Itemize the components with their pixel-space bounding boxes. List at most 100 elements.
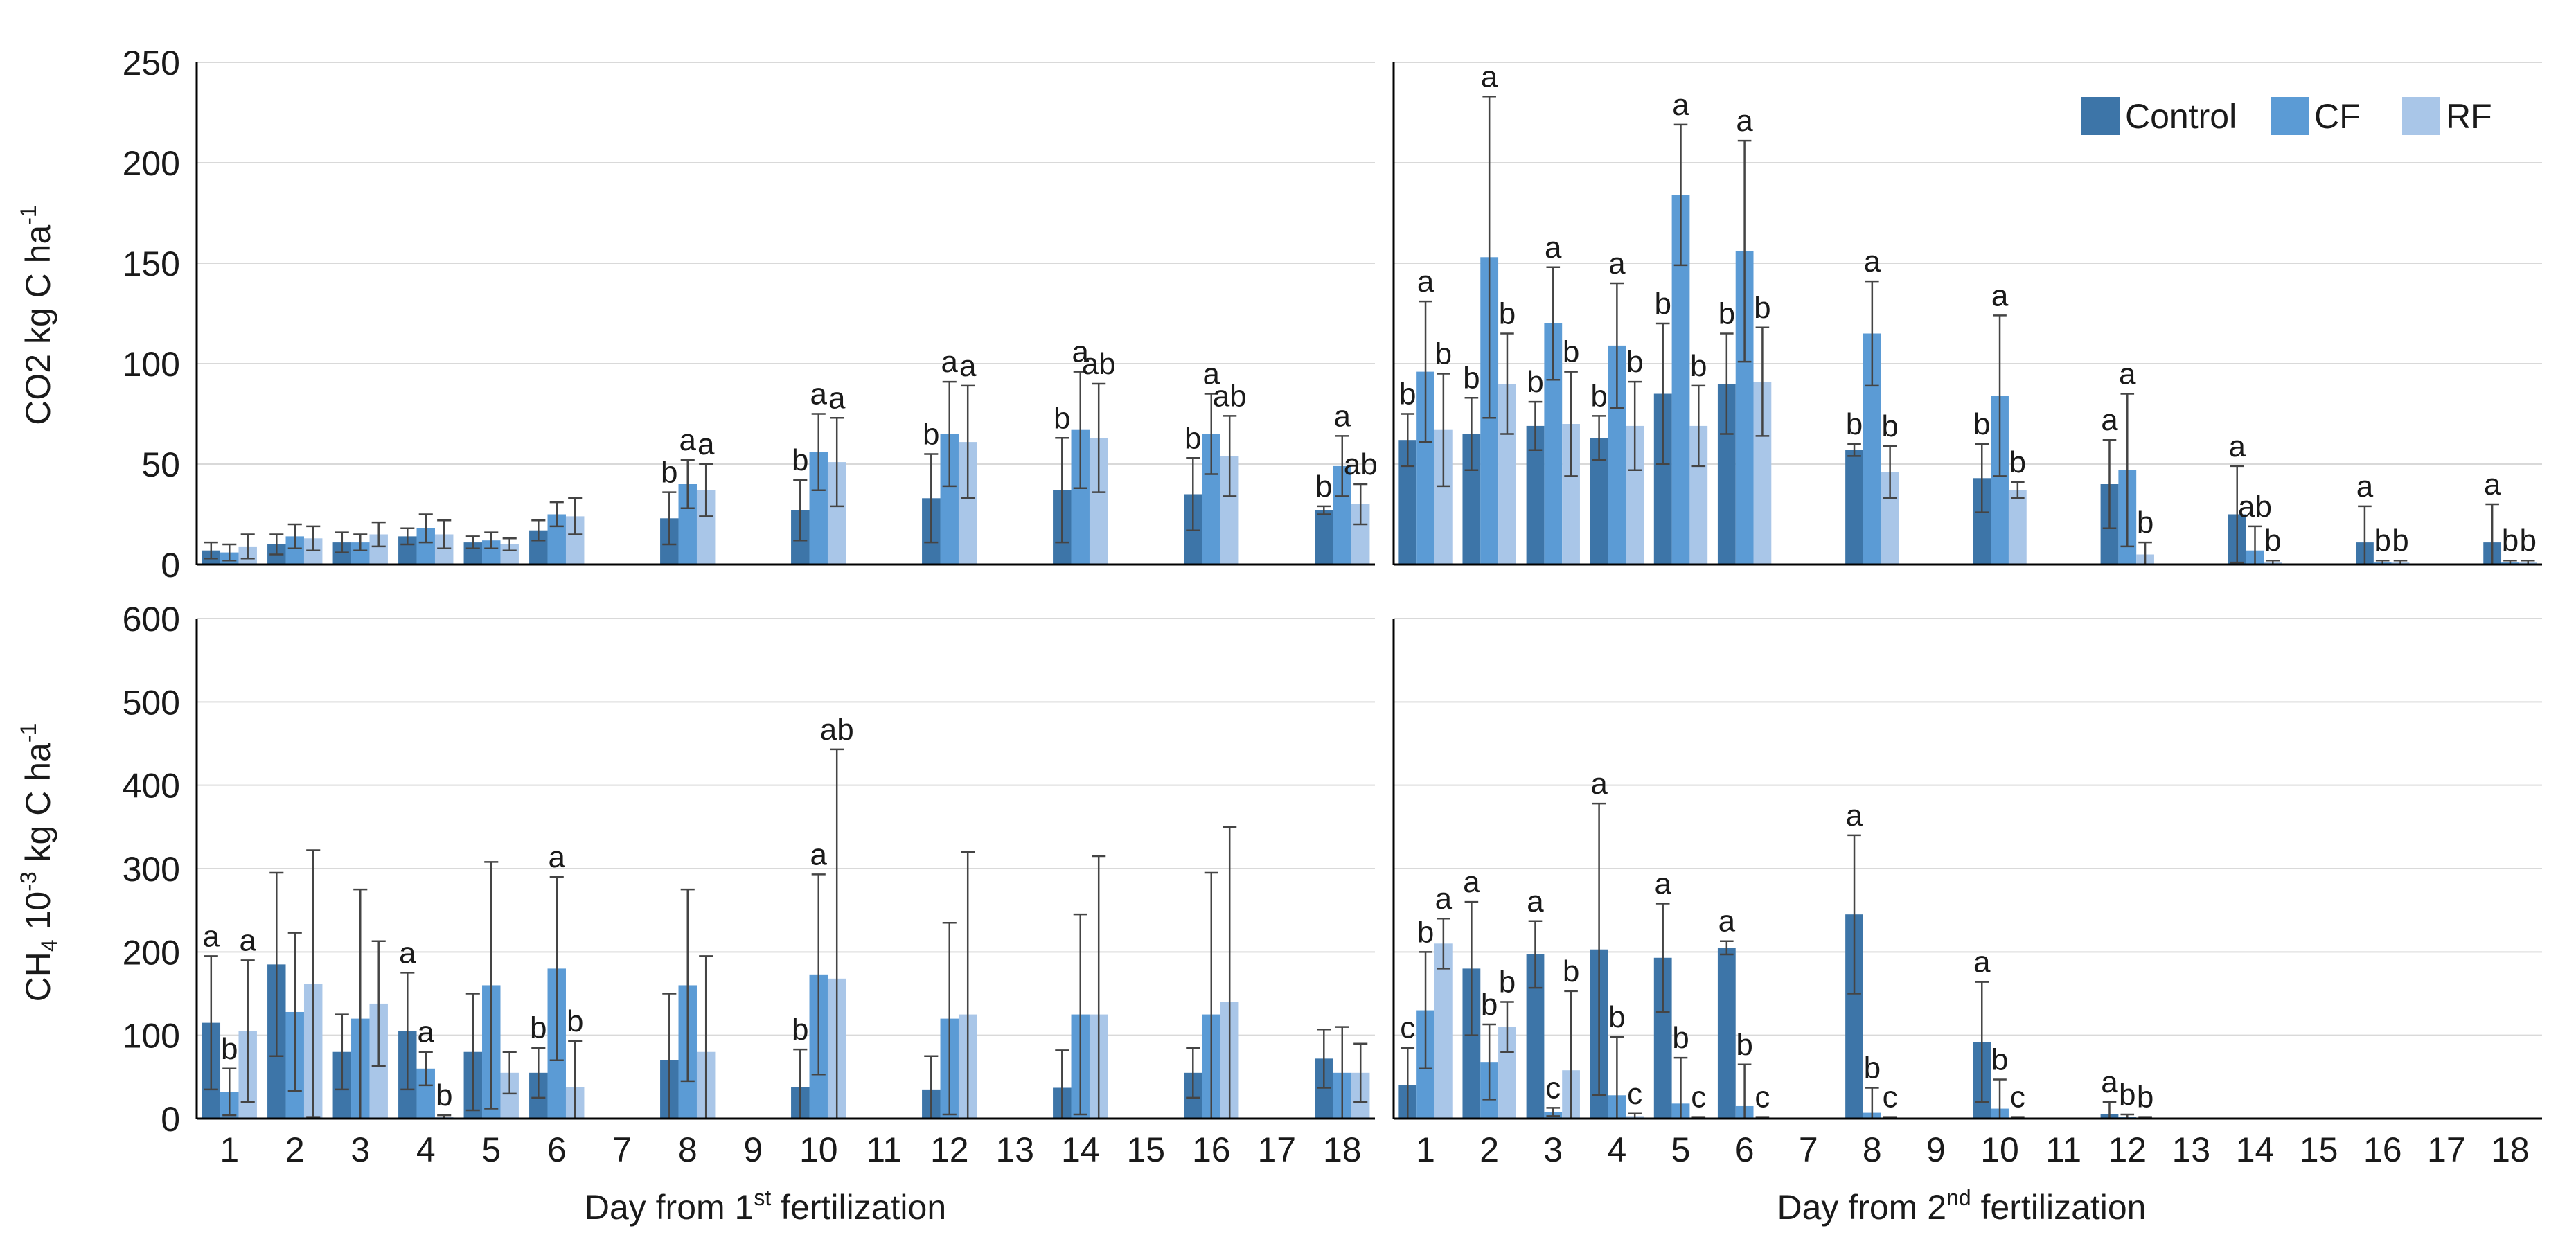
x-tick-label: 12 xyxy=(930,1130,969,1169)
significance-letter: ab xyxy=(820,713,854,747)
significance-letter: a xyxy=(1072,335,1090,369)
significance-letter: b xyxy=(2264,524,2281,558)
significance-letter: c xyxy=(1883,1081,1898,1114)
significance-letter: b xyxy=(1463,361,1480,395)
significance-letter: b xyxy=(1690,349,1707,383)
x-tick-label: 16 xyxy=(1192,1130,1231,1169)
x-tick-label: 18 xyxy=(1323,1130,1362,1169)
bar-control xyxy=(1717,948,1736,1119)
significance-letter: b xyxy=(1626,345,1643,379)
significance-letter: a xyxy=(1991,278,2009,312)
significance-letter: ab xyxy=(1344,447,1378,481)
y-tick-label: 250 xyxy=(123,44,180,82)
significance-letter: a xyxy=(2101,403,2118,437)
significance-letter: ab xyxy=(1082,347,1116,381)
significance-letter: a xyxy=(1654,867,1671,901)
x-axis-title-second: Day from 2nd fertilization xyxy=(1777,1185,2147,1227)
x-tick-label: 15 xyxy=(2300,1130,2338,1169)
significance-letter: c xyxy=(1627,1077,1642,1111)
legend-label-rf: RF xyxy=(2446,97,2492,136)
x-tick-label: 7 xyxy=(612,1130,632,1169)
x-tick-label: 10 xyxy=(1980,1130,2019,1169)
significance-letter: b xyxy=(1527,365,1543,399)
significance-letter: a xyxy=(1463,865,1480,899)
significance-letter: a xyxy=(1481,60,1498,94)
x-tick-label: 15 xyxy=(1126,1130,1165,1169)
x-tick-label: 6 xyxy=(547,1130,567,1169)
ch4-y-axis-title-ten: 10 xyxy=(19,891,57,940)
y-tick-label: 0 xyxy=(161,546,180,585)
significance-letter: a xyxy=(549,840,566,874)
significance-letter: b xyxy=(1054,401,1070,435)
significance-letter: a xyxy=(1864,245,1881,278)
significance-letter: b xyxy=(923,418,939,452)
ch4-y-axis-title-sup2: -1 xyxy=(16,723,41,743)
x-tick-label: 11 xyxy=(2045,1130,2081,1169)
x-tick-label: 6 xyxy=(1735,1130,1755,1169)
significance-letter: a xyxy=(2356,470,2374,504)
significance-letter: a xyxy=(399,936,416,970)
significance-letter: b xyxy=(1563,954,1579,988)
x-tick-label: 13 xyxy=(2172,1130,2211,1169)
significance-letter: b xyxy=(1315,470,1332,504)
x-tick-label: 3 xyxy=(350,1130,370,1169)
significance-letter: b xyxy=(1399,377,1416,411)
x-tick-label: 18 xyxy=(2491,1130,2530,1169)
significance-letter: a xyxy=(2119,357,2136,391)
ch4-y-axis-title: CH4 10-3 kg C ha-1 xyxy=(16,723,62,1002)
significance-letter: a xyxy=(1590,767,1608,801)
significance-letter: a xyxy=(810,837,828,871)
co2-y-axis-title-text: CO2 kg C ha xyxy=(19,225,57,425)
significance-letter: ab xyxy=(2238,490,2272,524)
y-tick-label: 400 xyxy=(123,767,180,806)
significance-letter: a xyxy=(1527,885,1544,918)
x-tick-label: 12 xyxy=(2108,1130,2147,1169)
y-tick-label: 50 xyxy=(141,445,180,484)
x-tick-label: 2 xyxy=(1480,1130,1499,1169)
x-axis-title-second-pre: Day from 2 xyxy=(1777,1188,1947,1227)
significance-letter: c xyxy=(1545,1071,1561,1105)
significance-letter: b xyxy=(2137,1081,2153,1114)
significance-letter: a xyxy=(941,345,959,379)
significance-letter: a xyxy=(828,381,846,415)
significance-letter: b xyxy=(792,1013,808,1047)
y-tick-label: 0 xyxy=(161,1100,180,1139)
bar-rf xyxy=(2008,490,2027,565)
ch4-y-axis-title-kg: kg C ha xyxy=(19,743,57,871)
x-axis-title-first-post: fertilization xyxy=(771,1188,946,1227)
y-tick-label: 150 xyxy=(123,245,180,283)
significance-letter: c xyxy=(1400,1011,1415,1045)
y-tick-label: 300 xyxy=(123,850,180,889)
x-axis-title-second-sup: nd xyxy=(1946,1185,1971,1210)
ch4-y-axis-title-sup1: -3 xyxy=(16,871,41,891)
x-tick-label: 9 xyxy=(1926,1130,1946,1169)
significance-letter: a xyxy=(959,349,977,383)
x-axis-title-second-post: fertilization xyxy=(1971,1188,2147,1227)
x-tick-label: 5 xyxy=(481,1130,501,1169)
significance-letter: a xyxy=(2228,429,2246,463)
y-tick-label: 100 xyxy=(123,1017,180,1056)
x-tick-label: 1 xyxy=(1416,1130,1435,1169)
legend: Control CF RF xyxy=(2081,97,2492,136)
legend-label-cf: CF xyxy=(2314,97,2361,136)
legend-label-control: Control xyxy=(2125,97,2237,136)
x-tick-label: 8 xyxy=(678,1130,698,1169)
significance-letter: b xyxy=(1435,337,1452,371)
significance-letter: b xyxy=(1672,1021,1689,1055)
significance-letter: a xyxy=(1334,399,1351,433)
significance-letter: c xyxy=(2010,1081,2025,1114)
significance-letter: b xyxy=(1654,287,1671,321)
significance-letter: a xyxy=(1435,882,1453,916)
significance-letter: b xyxy=(1608,1000,1625,1034)
significance-letter: a xyxy=(1736,104,1753,138)
significance-letter: b xyxy=(1991,1042,2008,1076)
significance-letter: b xyxy=(2519,524,2536,558)
legend-swatch-cf xyxy=(2271,97,2309,135)
x-tick-label: 14 xyxy=(2236,1130,2275,1169)
significance-letter: a xyxy=(1718,905,1736,939)
x-tick-label: 11 xyxy=(866,1130,902,1169)
